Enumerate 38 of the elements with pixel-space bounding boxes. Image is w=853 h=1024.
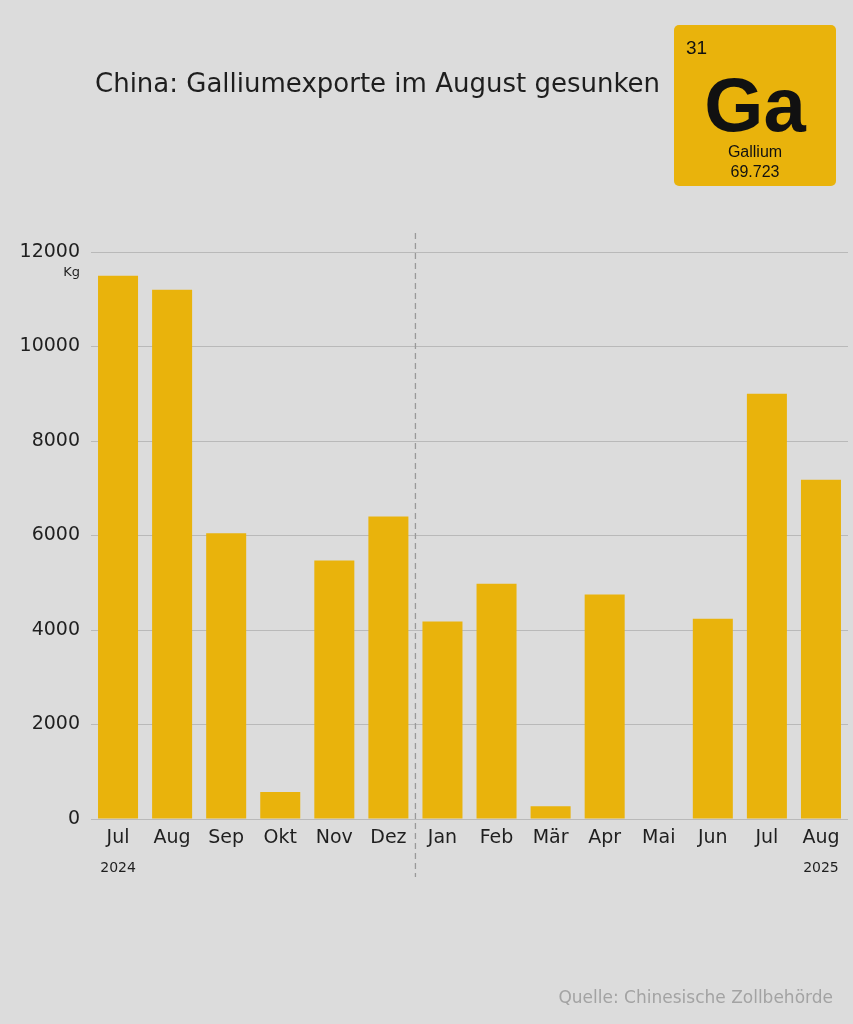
bar	[152, 289, 193, 819]
bar	[422, 621, 463, 819]
x-tick-label: Apr	[588, 825, 622, 848]
y-tick-label: 10000	[19, 333, 80, 356]
y-tick-label: 12000	[19, 238, 80, 261]
chart-title: China: Galliumexporte im August gesunken	[95, 68, 661, 98]
bar	[746, 393, 787, 819]
source-note: Quelle: Chinesische Zollbehörde	[558, 987, 833, 1007]
bar	[800, 479, 841, 819]
x-tick-label: Aug	[153, 825, 191, 848]
y-axis-title: Kg	[63, 264, 80, 280]
x-tick-label: Jul	[754, 825, 779, 848]
x-tick-label: Nov	[315, 825, 353, 848]
bar	[584, 594, 625, 819]
category-label: Jul 2024	[100, 825, 136, 875]
x-tick-label: Okt	[263, 825, 297, 848]
bar	[530, 806, 571, 819]
x-tick-label: Mär	[532, 825, 569, 848]
y-tick-label: 2000	[31, 711, 80, 734]
y-tick-label: 6000	[31, 522, 80, 545]
x-tick-label: Jun	[696, 825, 728, 848]
x-tick-label: Jan	[426, 825, 458, 848]
bar	[692, 618, 733, 819]
bar	[260, 792, 301, 819]
bar	[368, 516, 409, 819]
y-tick-label: 8000	[31, 427, 80, 450]
x-tick-label: Feb	[479, 825, 514, 848]
bar	[98, 275, 139, 819]
y-tick-label: 4000	[31, 616, 80, 639]
y-tick-label: 0	[67, 805, 80, 828]
category-label: Aug 2025	[802, 825, 840, 875]
x-tick-label: Sep	[208, 825, 245, 848]
bar	[476, 583, 517, 819]
bar	[206, 533, 247, 819]
bar	[314, 560, 355, 819]
x-tick-label: Mai	[642, 825, 676, 848]
x-tick-label: Dez	[370, 825, 407, 848]
element-tile: 31 Ga Gallium 69.723	[674, 25, 836, 186]
